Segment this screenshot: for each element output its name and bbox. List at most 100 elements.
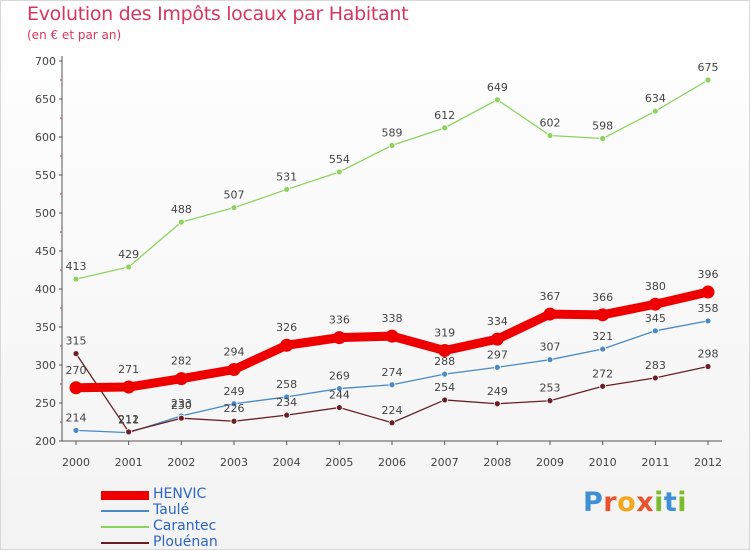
data-point-carantec	[283, 186, 291, 193]
data-label: 224	[382, 404, 403, 417]
data-point-carantec	[230, 204, 238, 212]
data-label: 244	[329, 389, 350, 402]
data-point-henvic	[438, 344, 452, 358]
data-label: 274	[382, 366, 403, 379]
y-tick-label: 650	[35, 93, 56, 106]
data-label: 598	[592, 120, 613, 133]
data-label: 315	[66, 335, 87, 348]
data-label: 321	[592, 330, 613, 343]
legend-label: Carantec	[153, 518, 217, 534]
y-tick-label: 200	[35, 435, 56, 448]
data-point-plouénan	[72, 350, 80, 358]
data-point-henvic	[174, 372, 188, 386]
y-tick-label: 700	[35, 55, 56, 68]
data-label: 283	[645, 359, 666, 372]
data-point-carantec	[651, 107, 659, 115]
logo-letter: x	[636, 487, 655, 518]
logo-letter: i	[677, 487, 688, 518]
data-label: 380	[645, 280, 666, 293]
data-label: 338	[382, 312, 403, 325]
data-point-henvic	[332, 331, 346, 345]
chart-title: Evolution des Impôts locaux par Habitant	[27, 3, 409, 25]
data-label: 319	[434, 327, 455, 340]
data-point-carantec	[388, 141, 396, 149]
y-tick-label: 350	[35, 321, 56, 334]
legend-swatch	[101, 510, 149, 512]
data-point-plouénan	[441, 396, 449, 404]
data-point-carantec	[599, 135, 607, 142]
data-point-taulé	[72, 426, 80, 434]
chart-subtitle: (en € et par an)	[27, 28, 122, 42]
data-label: 211	[118, 414, 139, 427]
x-tick-label: 2006	[378, 456, 406, 469]
data-point-carantec	[335, 168, 343, 176]
data-point-henvic	[227, 363, 241, 377]
data-point-plouénan	[493, 400, 501, 408]
data-point-plouénan	[651, 374, 659, 382]
data-label: 345	[645, 312, 666, 325]
legend-label: HENVIC	[153, 486, 207, 502]
x-tick-label: 2002	[167, 456, 195, 469]
x-tick-label: 2011	[641, 456, 669, 469]
legend-label: Plouénan	[153, 534, 218, 550]
data-label: 531	[276, 170, 297, 183]
legend-swatch	[101, 490, 149, 500]
proxiti-logo: Proxiti	[583, 487, 687, 518]
data-point-plouénan	[388, 419, 396, 427]
data-point-henvic	[69, 381, 83, 395]
data-label: 488	[171, 203, 192, 216]
data-label: 270	[66, 364, 87, 377]
y-tick-label: 300	[35, 359, 56, 372]
data-point-carantec	[441, 124, 449, 132]
data-point-taulé	[283, 393, 291, 401]
data-label: 297	[487, 348, 508, 361]
logo-letter: o	[617, 487, 637, 518]
data-label: 326	[276, 321, 297, 334]
data-label: 269	[329, 370, 350, 383]
data-label: 554	[329, 153, 350, 166]
data-point-taulé	[388, 381, 396, 389]
y-tick-label: 250	[35, 397, 56, 410]
data-point-carantec	[177, 218, 185, 226]
data-label: 271	[118, 363, 139, 376]
data-label: 649	[487, 81, 508, 94]
x-tick-label: 2005	[325, 456, 353, 469]
data-label: 226	[224, 402, 245, 415]
data-point-taulé	[441, 370, 449, 378]
data-point-carantec	[546, 132, 554, 139]
data-label: 429	[118, 248, 139, 261]
data-point-taulé	[599, 345, 607, 353]
x-tick-label: 2012	[694, 456, 722, 469]
data-label: 282	[171, 355, 192, 368]
data-point-plouénan	[704, 363, 712, 370]
data-label: 675	[698, 61, 719, 74]
data-label: 336	[329, 314, 350, 327]
legend-swatch	[101, 526, 149, 528]
data-label: 334	[487, 315, 508, 328]
x-tick-label: 2004	[273, 456, 301, 469]
data-point-henvic	[648, 297, 662, 311]
data-point-henvic	[280, 338, 294, 352]
data-point-henvic	[701, 285, 715, 299]
data-label: 294	[224, 346, 245, 359]
data-label: 212	[118, 413, 139, 426]
legend-label: Taulé	[153, 502, 190, 518]
x-tick-label: 2000	[62, 456, 90, 469]
data-point-henvic	[490, 332, 504, 346]
x-tick-label: 2008	[483, 456, 511, 469]
data-point-taulé	[704, 317, 712, 325]
data-label: 288	[434, 355, 455, 368]
data-label: 396	[698, 268, 719, 281]
data-point-taulé	[651, 327, 659, 335]
y-tick-label: 600	[35, 131, 56, 144]
x-tick-label: 2001	[115, 456, 143, 469]
data-point-henvic	[122, 380, 136, 394]
data-point-taulé	[546, 356, 554, 364]
data-point-henvic	[385, 329, 399, 343]
data-label: 253	[540, 382, 561, 395]
logo-letter: P	[583, 487, 604, 518]
data-point-carantec	[72, 275, 80, 283]
data-label: 298	[698, 348, 719, 361]
